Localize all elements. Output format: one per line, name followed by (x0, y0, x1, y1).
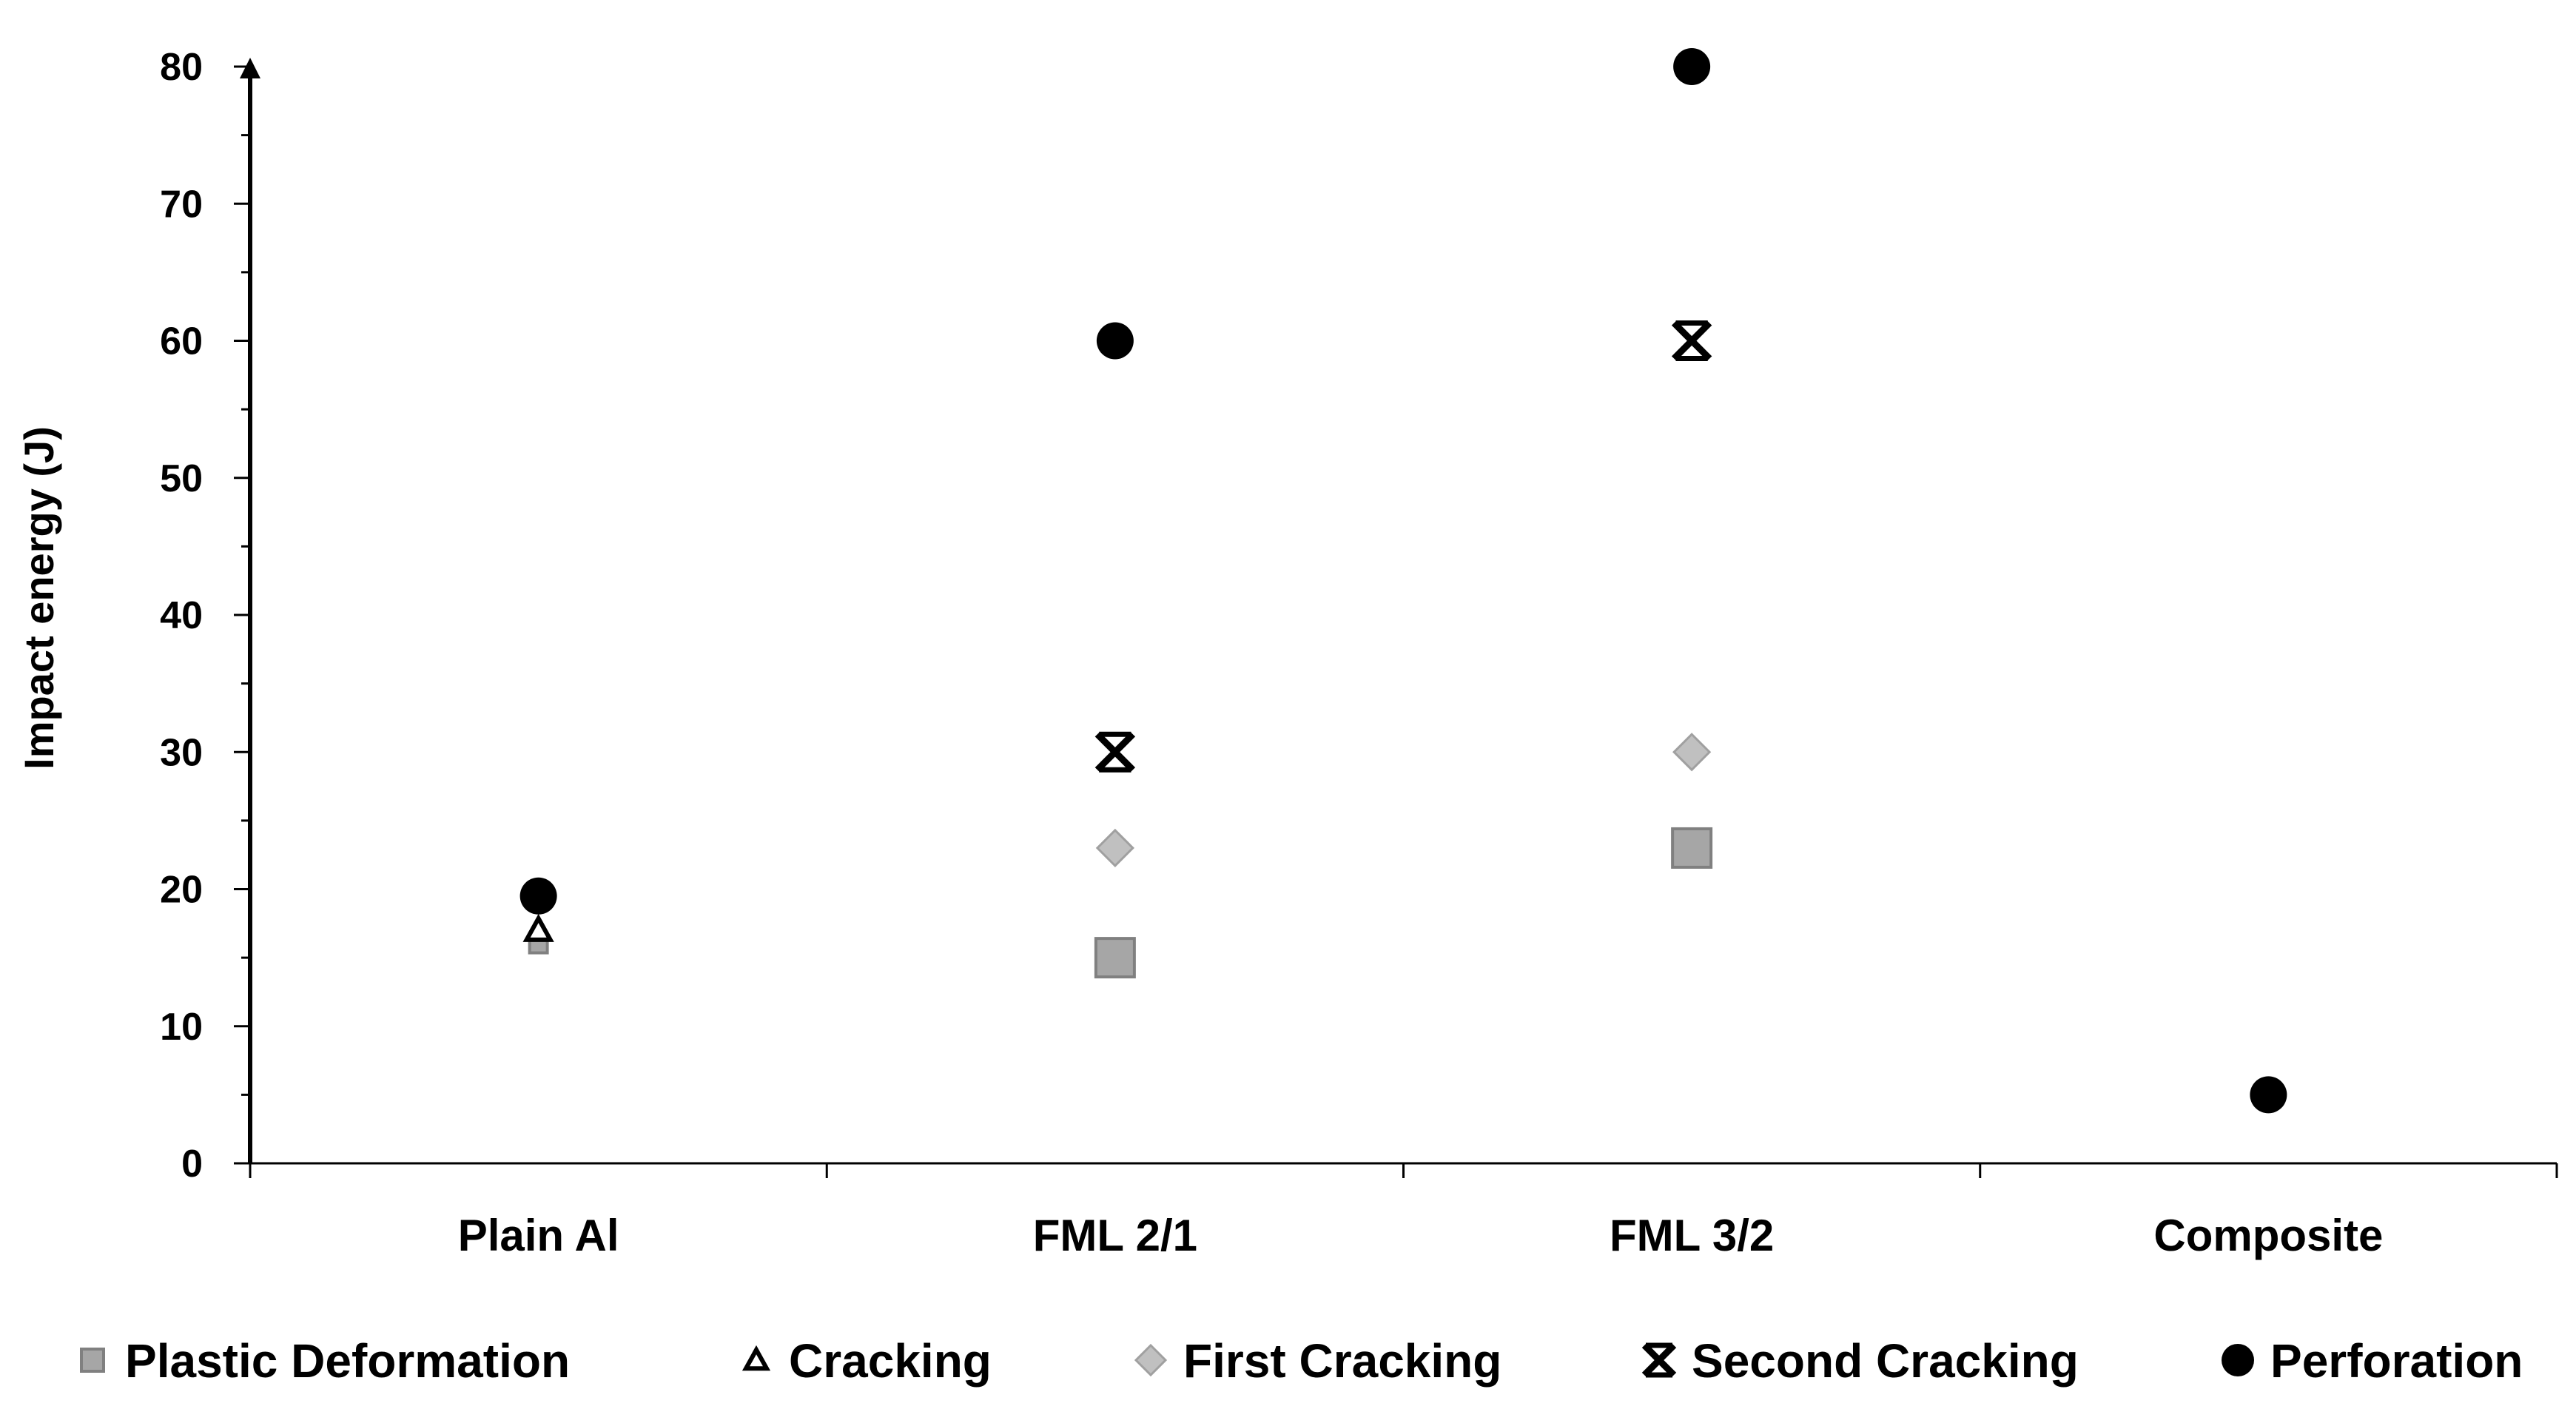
x-category-label: Plain Al (458, 1211, 619, 1260)
data-point-triangle-open (522, 913, 554, 942)
legend-marker-asterisk-stroke (1641, 1342, 1677, 1378)
data-point-square (1094, 937, 1136, 979)
data-point-circle (1096, 322, 1134, 360)
legend-marker-asterisk (1641, 1342, 1677, 1378)
data-point-circle (519, 877, 557, 915)
y-tick-label: 0 (181, 1143, 203, 1186)
y-tick-label: 10 (160, 1006, 203, 1049)
y-tick-label: 70 (160, 183, 203, 226)
data-point-diamond (1095, 828, 1134, 868)
axes (240, 58, 2558, 1178)
legend-marker-triangle-open (741, 1345, 771, 1371)
x-category-label: FML 3/2 (1610, 1211, 1774, 1260)
data-point-circle (1673, 48, 1711, 85)
x-category-label: Composite (2153, 1211, 2383, 1260)
data-point-square (1671, 827, 1713, 869)
y-axis-arrowhead (240, 58, 260, 78)
y-tick-label: 30 (160, 731, 203, 774)
legend-label: Cracking (789, 1334, 992, 1388)
legend: Plastic Deformation Cracking First Crackin… (80, 1334, 2523, 1388)
legend-marker-diamond (1134, 1343, 1168, 1377)
data-point-circle (2250, 1076, 2287, 1114)
legend-marker-square (80, 1348, 105, 1373)
data-point-asterisk-stroke (1094, 732, 1136, 773)
legend-label: Second Cracking (1692, 1334, 2079, 1388)
y-tick-label: 20 (160, 869, 203, 912)
y-tick-label: 50 (160, 457, 203, 500)
y-axis-title: Impact energy (J) (16, 426, 62, 770)
y-tick-label: 40 (160, 594, 203, 637)
data-point-asterisk (1094, 731, 1136, 773)
legend-label: First Cracking (1183, 1334, 1501, 1388)
data-points (519, 48, 2287, 1114)
data-point-asterisk-stroke (1671, 320, 1712, 361)
legend-label: Perforation (2270, 1334, 2523, 1388)
x-category-label: FML 2/1 (1033, 1211, 1197, 1260)
data-point-asterisk (1671, 320, 1712, 361)
data-point-diamond (1672, 733, 1712, 772)
legend-marker-circle (2222, 1344, 2254, 1376)
x-axis-category-labels: Plain Al FML 2/1 FML 3/2 Composite (458, 1211, 2384, 1260)
y-axis-ticks: 0 10 20 30 40 50 60 70 80 (160, 46, 250, 1186)
y-tick-label: 80 (160, 46, 203, 89)
legend-label: Plastic Deformation (125, 1334, 570, 1388)
y-tick-label: 60 (160, 320, 203, 363)
